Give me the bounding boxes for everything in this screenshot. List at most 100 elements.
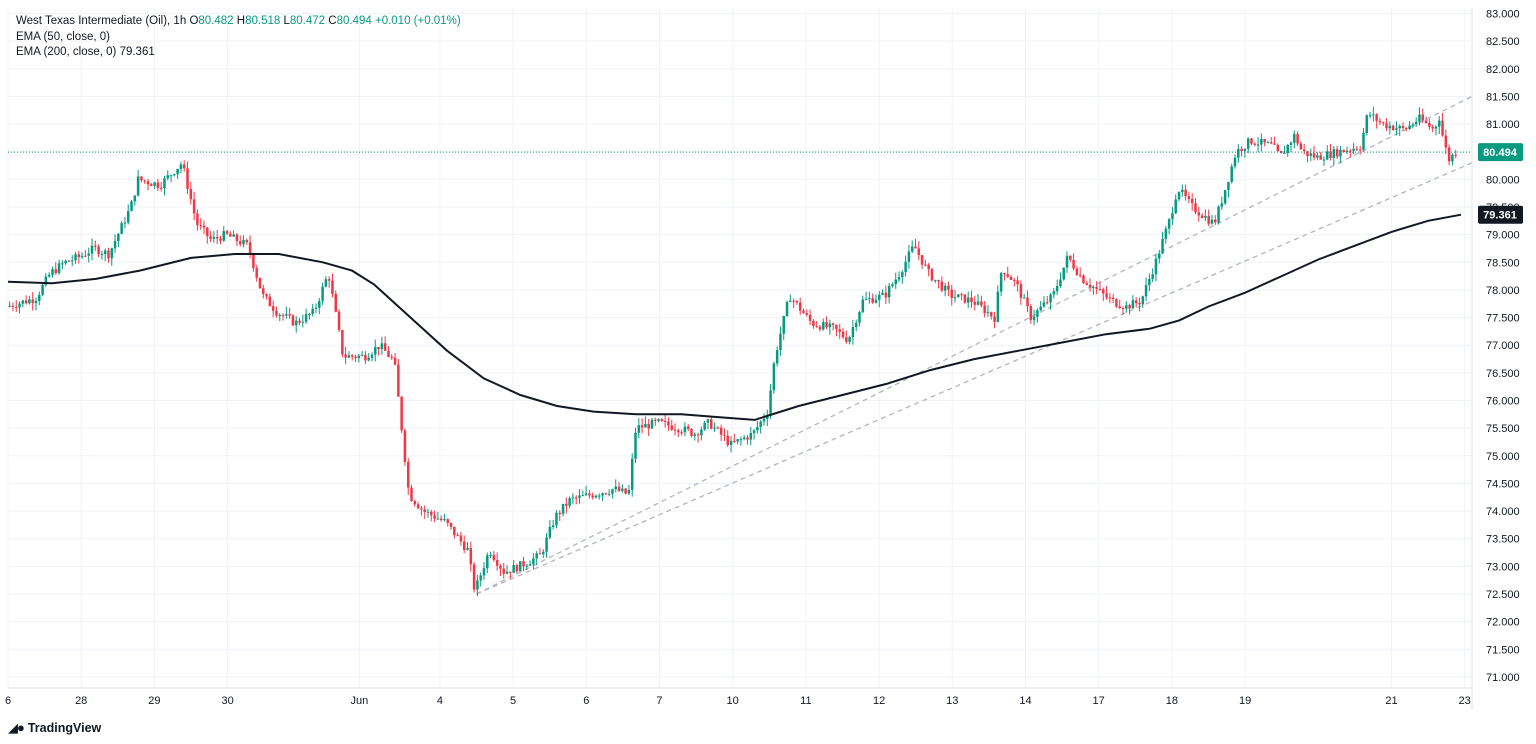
ema50-label: EMA (50, close, 0)	[16, 30, 110, 43]
candle-up	[1210, 219, 1214, 224]
candle-down	[291, 315, 295, 326]
candle-up	[657, 419, 660, 421]
candle-down	[472, 564, 476, 590]
candle-up	[80, 255, 84, 258]
candle-up	[70, 260, 74, 262]
candle-up	[864, 298, 868, 300]
candle-down	[219, 238, 222, 241]
time-tick-label: 18	[1166, 695, 1178, 707]
candle-up	[222, 231, 226, 241]
ema-200-line	[7, 213, 1462, 421]
candle-up	[426, 511, 430, 513]
candle-down	[663, 420, 667, 422]
candle-up	[1368, 115, 1372, 117]
candle-down	[1349, 150, 1352, 152]
candle-down	[1355, 148, 1359, 150]
candle-up	[1141, 296, 1145, 305]
candle-up	[1408, 125, 1411, 129]
candle-up	[548, 526, 552, 538]
candle-up	[611, 489, 614, 494]
candle-down	[433, 515, 436, 519]
time-axis[interactable]: 6 28 29 30 Jun 4 5 6 7 10 11 12 13 14 17 18 19 21 23	[5, 687, 1472, 707]
price-tick-label: 80.000	[1486, 174, 1520, 186]
candle-up	[756, 427, 759, 431]
candle-down	[1108, 297, 1112, 299]
candle-down	[1263, 139, 1266, 143]
candle-up	[1418, 114, 1421, 122]
tradingview-logo[interactable]: ◢● TradingView	[8, 720, 101, 736]
candle-down	[189, 188, 193, 200]
candle-down	[673, 429, 677, 431]
candle-down	[667, 421, 670, 426]
candle-up	[1036, 310, 1039, 317]
candle-up	[126, 211, 130, 223]
candle-down	[1187, 196, 1191, 199]
candle-down	[710, 419, 713, 429]
candle-down	[403, 430, 407, 462]
candle-down	[1312, 153, 1316, 158]
candle-down	[383, 343, 387, 351]
price-axis[interactable]: 83.00082.50082.00081.50081.00080.50080.0…	[1471, 8, 1523, 710]
candle-down	[215, 237, 219, 239]
candle-up	[1372, 114, 1375, 116]
candle-up	[1414, 121, 1418, 125]
candle-up	[1362, 132, 1365, 150]
candle-up	[966, 297, 970, 303]
candle-up	[1434, 126, 1438, 129]
candle-up	[901, 272, 904, 278]
candle-down	[449, 522, 453, 527]
candle-up	[518, 561, 522, 572]
candle-up	[943, 285, 947, 291]
candle-down	[1273, 143, 1276, 145]
candle-down	[84, 255, 87, 257]
candle-up	[1148, 278, 1151, 286]
candle-up	[113, 241, 117, 249]
candle-up	[700, 429, 703, 436]
candle-down	[1454, 154, 1457, 156]
candle-up	[693, 434, 697, 436]
candle-down	[640, 425, 644, 428]
candle-down	[495, 560, 499, 566]
candle-down	[1197, 212, 1201, 216]
ema200-row[interactable]: EMA (200, close, 0) 79.361	[16, 45, 461, 61]
candle-down	[1098, 288, 1102, 290]
candle-down	[1016, 280, 1019, 285]
candle-down	[248, 242, 252, 254]
candle-up	[1052, 291, 1056, 295]
candle-down	[1306, 151, 1309, 156]
candle-up	[910, 246, 914, 252]
ema50-row[interactable]: EMA (50, close, 0)	[16, 30, 461, 46]
candle-up	[285, 314, 288, 316]
price-tick-label: 76.000	[1486, 396, 1520, 408]
candle-down	[199, 225, 202, 227]
symbol-row[interactable]: West Texas Intermediate (Oil), 1h O80.48…	[16, 14, 461, 30]
candle-up	[311, 308, 314, 314]
price-tick-label: 75.500	[1486, 423, 1520, 435]
candle-down	[993, 316, 996, 322]
candle-down	[686, 426, 690, 430]
candle-up	[775, 350, 779, 364]
candle-down	[1184, 189, 1187, 197]
candle-up	[176, 168, 179, 175]
candle-down	[1190, 198, 1194, 204]
candle-up	[1283, 153, 1286, 155]
trend-line	[476, 95, 1473, 595]
candle-down	[920, 255, 924, 265]
candle-up	[120, 223, 123, 234]
price-tick-label: 77.000	[1486, 340, 1520, 352]
candle-up	[1332, 149, 1336, 159]
candle-up	[1022, 297, 1026, 299]
candle-down	[733, 440, 736, 442]
candle-down	[1085, 283, 1089, 285]
candle-down	[281, 314, 285, 316]
candle-down	[1029, 306, 1033, 320]
candle-up	[51, 269, 54, 275]
candle-down	[1342, 149, 1345, 153]
symbol-title: West Texas Intermediate (Oil), 1h	[16, 15, 187, 27]
candle-down	[225, 231, 229, 234]
candle-down	[77, 254, 81, 258]
candle-down	[469, 548, 473, 565]
candle-up	[153, 182, 156, 186]
candle-down	[574, 497, 578, 499]
